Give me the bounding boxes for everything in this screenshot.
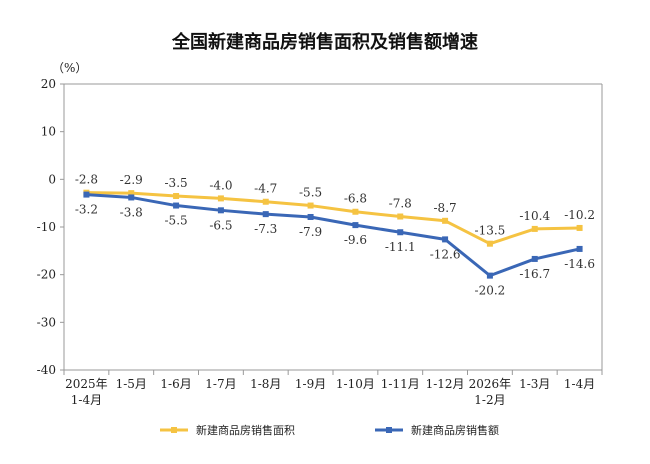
data-point xyxy=(397,213,404,220)
data-label: -3.2 xyxy=(75,203,98,217)
data-label: -6.5 xyxy=(209,218,232,232)
data-point xyxy=(217,195,224,202)
data-label: -3.5 xyxy=(165,176,188,190)
data-point xyxy=(307,213,314,220)
data-point xyxy=(576,245,583,252)
legend-label: 新建商品房销售面积 xyxy=(196,423,295,437)
data-point xyxy=(531,255,538,262)
data-point xyxy=(442,236,449,243)
data-point xyxy=(486,272,493,279)
x-tick-label: 1-9月 xyxy=(295,377,326,391)
data-point xyxy=(352,208,359,215)
data-label: -11.1 xyxy=(385,240,416,254)
series-line xyxy=(86,193,580,278)
data-label: -5.5 xyxy=(165,214,188,228)
x-tick-label: 1-7月 xyxy=(205,377,236,391)
data-label: -13.5 xyxy=(475,224,506,238)
data-label: -14.6 xyxy=(564,257,595,271)
data-label: -10.2 xyxy=(564,208,595,222)
legend-label: 新建商品房销售额 xyxy=(411,423,499,437)
data-label: -7.3 xyxy=(254,222,277,236)
series-line xyxy=(86,191,580,246)
data-point xyxy=(128,194,135,201)
chart-title: 全国新建商品房销售面积及销售额增速 xyxy=(172,32,478,53)
data-label: -5.5 xyxy=(299,186,322,200)
x-tick-label: 1-12月 xyxy=(426,377,465,391)
data-point xyxy=(442,217,449,224)
data-point xyxy=(576,224,583,231)
data-point xyxy=(262,211,269,218)
x-axis: 2025年 1-4月 1-5月 1-6月 1-7月 1-8月 1-9月 1-10月 1-11月 1… xyxy=(63,369,603,407)
y-axis: 20 10 0 -10 -20 -30 -40 xyxy=(37,77,603,377)
data-label: -16.7 xyxy=(519,267,550,281)
data-point xyxy=(173,193,180,200)
data-label: -6.8 xyxy=(344,192,367,206)
y-tick-label: -10 xyxy=(37,220,56,234)
x-tick-label: 1-6月 xyxy=(160,377,191,391)
y-axis-unit: （%） xyxy=(52,61,87,75)
x-tick-label: 2025年 xyxy=(65,377,108,391)
x-tick-label: 1-8月 xyxy=(250,377,281,391)
data-label: -2.9 xyxy=(120,173,143,187)
y-tick-label: -30 xyxy=(37,315,56,329)
data-label: -12.6 xyxy=(430,247,461,261)
x-tick-label: 1-10月 xyxy=(336,377,375,391)
series-layer: -2.8 -2.9 -3.5 -4.0 -4.7 -5.5 -6.8 -7.8 -8.7 -13.… xyxy=(75,173,595,298)
data-label: -3.8 xyxy=(120,205,143,219)
data-label: -8.7 xyxy=(434,201,457,215)
data-point xyxy=(217,207,224,214)
x-tick-label: 1-4月 xyxy=(71,393,102,407)
legend-item: 新建商品房销售额 xyxy=(375,423,499,437)
y-tick-label: -40 xyxy=(37,363,56,377)
x-tick-label: 1-4月 xyxy=(564,377,595,391)
data-label: -7.8 xyxy=(389,197,412,211)
data-point xyxy=(83,191,90,198)
data-point xyxy=(262,198,269,205)
x-tick-label: 1-5月 xyxy=(116,377,147,391)
x-tick-label: 1-11月 xyxy=(381,377,420,391)
x-tick-label: 2026年 xyxy=(469,377,512,391)
data-label: -9.6 xyxy=(344,233,367,247)
legend-marker xyxy=(171,427,177,433)
data-point xyxy=(352,222,359,229)
data-label: -20.2 xyxy=(475,284,506,298)
data-point xyxy=(173,202,180,209)
legend: 新建商品房销售面积 新建商品房销售额 xyxy=(160,423,499,437)
data-label: -2.8 xyxy=(75,173,98,187)
legend-marker xyxy=(386,427,392,433)
data-label: -4.7 xyxy=(254,182,277,196)
y-tick-label: 10 xyxy=(41,125,56,139)
series-2: -3.2 -3.8 -5.5 -6.5 -7.3 -7.9 -9.6 -11.1 -12.6 -2… xyxy=(75,191,595,298)
data-point xyxy=(397,229,404,236)
data-point xyxy=(531,225,538,232)
y-tick-label: 20 xyxy=(41,77,56,91)
data-label: -7.9 xyxy=(299,225,322,239)
series-1: -2.8 -2.9 -3.5 -4.0 -4.7 -5.5 -6.8 -7.8 -8.7 -13.… xyxy=(75,173,595,247)
y-tick-label: 0 xyxy=(48,172,56,186)
data-label: -10.4 xyxy=(519,209,550,223)
data-point xyxy=(486,240,493,247)
data-point xyxy=(307,202,314,209)
x-tick-label: 1-2月 xyxy=(474,393,505,407)
data-point xyxy=(128,190,135,197)
legend-item: 新建商品房销售面积 xyxy=(160,423,295,437)
x-tick-label: 1-3月 xyxy=(519,377,550,391)
y-tick-label: -20 xyxy=(37,268,56,282)
data-label: -4.0 xyxy=(209,178,232,192)
